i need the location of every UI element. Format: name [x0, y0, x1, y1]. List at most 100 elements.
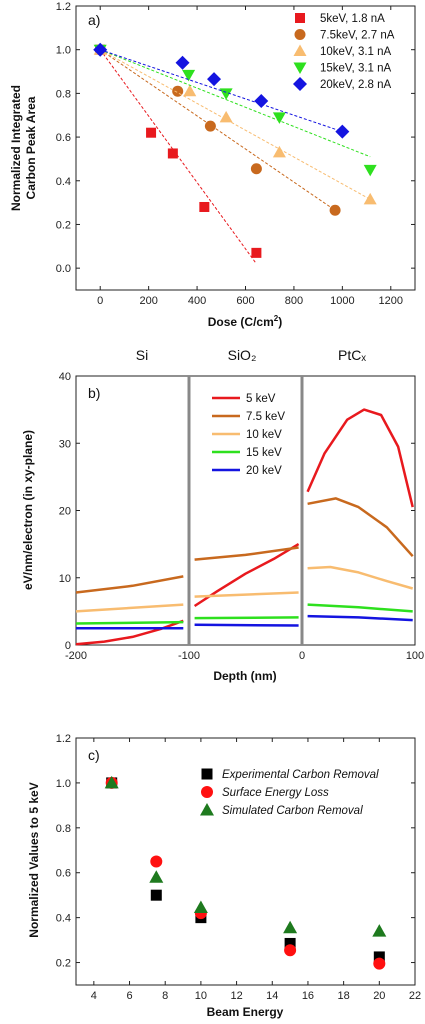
series-1: 7.5keV, 2.7 nA	[94, 29, 395, 216]
panel-label: a)	[88, 12, 100, 28]
data-point	[150, 855, 163, 868]
legend-marker	[293, 77, 307, 91]
plot-frame	[75, 737, 416, 986]
legend-label: 7.5keV, 2.7 nA	[320, 30, 395, 42]
y-tick-label: 0.4	[56, 176, 71, 188]
legend-label: 5keV, 1.8 nA	[320, 13, 385, 25]
legend-label: 10 keV	[246, 429, 282, 441]
data-point	[167, 148, 178, 159]
y-tick-label: 20	[59, 506, 71, 518]
data-point	[329, 204, 341, 216]
data-point	[204, 120, 216, 132]
data-point	[250, 163, 262, 175]
data-point	[335, 124, 350, 139]
y-axis-label-line: Normalized Integrated	[9, 85, 23, 211]
series-2: Simulated Carbon Removal	[104, 775, 387, 937]
series-line	[194, 623, 299, 627]
series-4: 20keV, 2.8 nA	[93, 42, 392, 139]
x-tick-label: 0	[97, 295, 103, 307]
legend-marker	[201, 768, 213, 780]
x-axis-label-suffix: )	[278, 315, 282, 329]
data-point	[251, 247, 262, 258]
x-tick-label: 18	[338, 990, 350, 1002]
series-2: 10 keV	[75, 429, 414, 613]
y-tick-label: 30	[59, 438, 71, 450]
fit-line	[99, 49, 336, 211]
series-line	[194, 616, 299, 620]
data-point	[284, 937, 296, 949]
x-tick-label: 1200	[379, 295, 403, 307]
series-line	[194, 591, 299, 598]
x-tick-label: 1000	[330, 295, 354, 307]
x-tick-label: 6	[126, 990, 132, 1002]
legend-label: 5 keV	[246, 393, 276, 405]
x-tick-label: 16	[302, 990, 314, 1002]
y-tick-label: 0.6	[56, 132, 71, 144]
y-axis-label: Normalized IntegratedCarbon Peak Area	[9, 85, 38, 211]
series-line	[307, 565, 414, 590]
y-tick-label: 0.8	[56, 823, 71, 835]
panel-label: b)	[88, 385, 100, 401]
data-point	[175, 55, 190, 70]
chart-b: -200 -100 0 100 0 10 20 30 40 b) Si SiO₂ PtCₓ eV/nm/e…	[21, 347, 424, 683]
series-line	[307, 614, 413, 622]
x-tick-label: -100	[178, 650, 200, 662]
data-point	[183, 84, 197, 97]
data-point	[372, 924, 387, 937]
data-point	[373, 951, 385, 963]
data-point	[272, 145, 286, 158]
region-label: Si	[136, 347, 148, 363]
y-tick-label: 0.0	[56, 263, 71, 275]
y-tick-label: 1.2	[56, 733, 71, 745]
data-point	[363, 164, 377, 177]
x-axis-label: Depth (nm)	[213, 669, 276, 683]
region-label: SiO₂	[228, 347, 257, 363]
data-point	[93, 42, 108, 57]
y-axis-label: eV/nm/electron (in xy-plane)	[21, 430, 35, 590]
series-line	[306, 408, 414, 508]
x-tick-label: 800	[285, 295, 303, 307]
chart-a: 0 200 400 600 800 1000 1200 0.0 0.2 0.4 0.6 0.8 1.0 1…	[9, 1, 416, 329]
data-point	[283, 920, 298, 934]
x-tick-label: 600	[236, 295, 254, 307]
y-tick-label: 0.6	[56, 868, 71, 880]
x-tick-label: 10	[195, 990, 207, 1002]
series-line	[194, 546, 299, 561]
x-tick-label: 22	[409, 990, 421, 1002]
y-tick-label: 1.0	[56, 778, 71, 790]
region-label: PtCₓ	[338, 347, 366, 363]
data-point	[172, 85, 184, 97]
data-point	[182, 69, 196, 82]
series-line	[75, 619, 184, 646]
y-tick-label: 0.2	[56, 958, 71, 970]
fit-line	[100, 49, 371, 158]
legend-marker	[295, 13, 305, 23]
series-line	[75, 575, 184, 594]
fit-line	[99, 49, 371, 200]
y-tick-label: 1.2	[56, 1, 71, 13]
data-point	[193, 900, 208, 914]
x-axis-label: Beam Energy	[207, 1005, 284, 1019]
x-tick-label: 12	[230, 990, 242, 1002]
legend-label: 7.5 keV	[246, 411, 285, 423]
legend-marker	[201, 786, 213, 798]
series-3: 15keV, 3.1 nA	[93, 44, 392, 177]
data-point	[104, 775, 119, 789]
x-tick-label: 200	[139, 295, 157, 307]
legend-marker	[293, 44, 307, 56]
legend-marker	[200, 803, 214, 816]
y-tick-label: 0.8	[56, 88, 71, 100]
legend-label: 15 keV	[246, 447, 282, 459]
chart-c: 4 6 8 10 12 14 16 18 20 22 0.2 0.4 0.6 0.8 1.0 1.2 c) Nor…	[27, 733, 421, 1019]
data-point	[363, 192, 377, 205]
x-tick-label: 20	[373, 990, 385, 1002]
series-line	[75, 620, 184, 625]
data-point	[149, 870, 164, 883]
x-tick-label: -200	[65, 650, 87, 662]
data-point	[254, 94, 269, 109]
series-line	[75, 603, 184, 613]
x-tick-label: 8	[162, 990, 168, 1002]
legend-marker	[294, 29, 306, 40]
series-1: 7.5 keV	[75, 411, 414, 594]
